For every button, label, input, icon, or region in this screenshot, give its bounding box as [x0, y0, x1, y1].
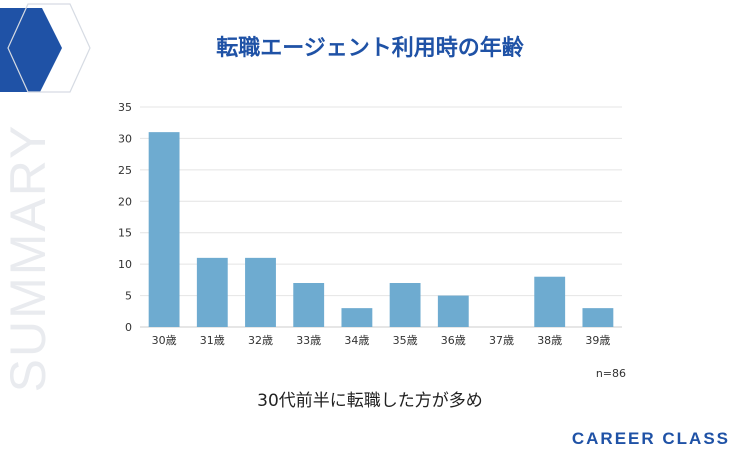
y-tick-label: 20: [118, 195, 132, 208]
hexagon-decoration: [0, 3, 91, 93]
y-tick-label: 35: [118, 101, 132, 114]
x-tick-label: 39歳: [585, 334, 610, 347]
x-tick-label: 33歳: [296, 334, 321, 347]
bar: [389, 283, 421, 327]
y-tick-label: 10: [118, 258, 132, 271]
y-tick-label: 5: [125, 290, 132, 303]
x-tick-label: 30歳: [152, 334, 177, 347]
chart-caption: 30代前半に転職した方が多め: [257, 391, 483, 411]
bar: [196, 257, 228, 327]
bar: [245, 257, 276, 327]
x-tick-label: 31歳: [200, 334, 225, 347]
bar: [534, 276, 566, 327]
x-tick-label: 34歳: [344, 334, 369, 347]
bar: [148, 132, 180, 327]
x-tick-label: 32歳: [248, 334, 273, 347]
sample-size-note: n=86: [595, 367, 626, 380]
brand-logo: CAREER CLASS: [571, 429, 730, 448]
x-tick-label: 36歳: [441, 334, 466, 347]
x-tick-label: 35歳: [393, 334, 418, 347]
y-tick-label: 30: [118, 132, 132, 145]
bar: [341, 308, 373, 327]
y-tick-label: 25: [118, 164, 132, 177]
bar: [437, 295, 469, 327]
x-tick-label: 37歳: [489, 334, 514, 347]
y-tick-label: 0: [125, 321, 132, 334]
age-bar-chart: 0 5 10 15 20 25 30 35 30歳 31歳 32歳 33歳 34歳 35歳 36歳 37歳 38…: [118, 101, 622, 347]
y-tick-label: 15: [118, 227, 132, 240]
page-title: 転職エージェント利用時の年齢: [216, 36, 524, 61]
bar: [582, 308, 614, 327]
bar: [293, 283, 325, 327]
x-tick-label: 38歳: [537, 334, 562, 347]
